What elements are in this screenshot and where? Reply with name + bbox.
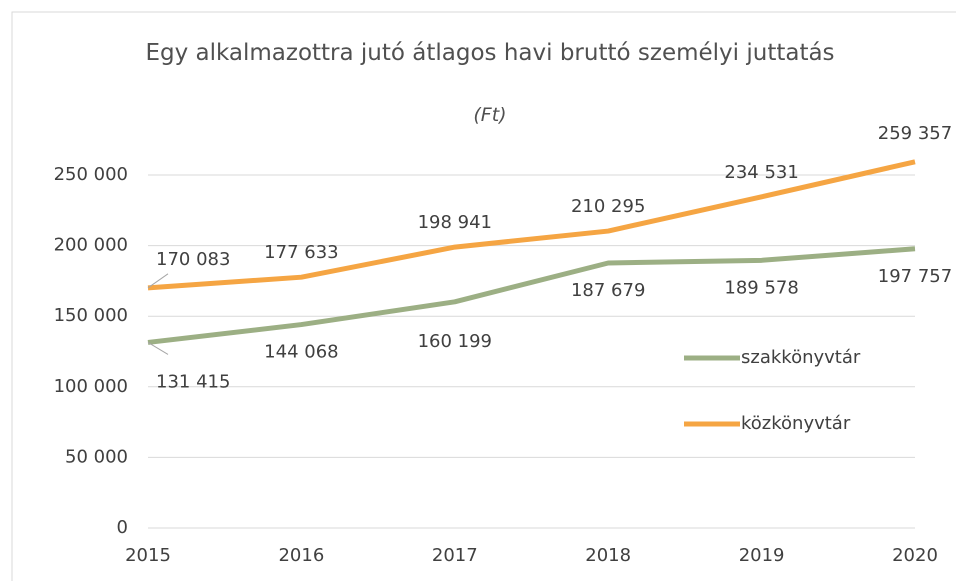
chart-title: Egy alkalmazottra jutó átlagos havi brut… xyxy=(145,40,835,66)
data-label: 259 357 xyxy=(878,123,952,144)
data-label: 131 415 xyxy=(156,371,230,392)
leader-line xyxy=(147,273,169,289)
data-label: 187 679 xyxy=(571,280,645,301)
data-label: 177 633 xyxy=(264,242,338,263)
y-tick-label: 200 000 xyxy=(54,235,128,256)
y-tick-label: 150 000 xyxy=(54,305,128,326)
x-tick-label: 2018 xyxy=(585,545,631,566)
data-label: 160 199 xyxy=(418,331,492,352)
data-label: 210 295 xyxy=(571,196,645,217)
leader-line xyxy=(147,342,169,355)
legend-label: szakkönyvtár xyxy=(741,347,861,368)
x-tick-label: 2016 xyxy=(278,545,324,566)
x-tick-label: 2020 xyxy=(892,545,938,566)
legend-label: közkönyvtár xyxy=(741,413,851,434)
data-label: 234 531 xyxy=(724,162,798,183)
chart-frame xyxy=(11,11,956,581)
y-tick-label: 0 xyxy=(117,517,128,538)
series-line xyxy=(147,246,916,345)
data-label: 197 757 xyxy=(878,266,952,287)
x-tick-label: 2015 xyxy=(125,545,171,566)
x-tick-label: 2019 xyxy=(739,545,785,566)
x-tick-label: 2017 xyxy=(432,545,478,566)
chart-subtitle: (Ft) xyxy=(473,104,507,126)
data-label: 170 083 xyxy=(156,249,230,270)
data-label: 198 941 xyxy=(418,212,492,233)
y-tick-label: 100 000 xyxy=(54,376,128,397)
y-tick-label: 50 000 xyxy=(65,446,128,467)
data-label: 144 068 xyxy=(264,342,338,363)
y-tick-label: 250 000 xyxy=(54,164,128,185)
series-line xyxy=(147,159,916,291)
data-label: 189 578 xyxy=(724,277,798,298)
